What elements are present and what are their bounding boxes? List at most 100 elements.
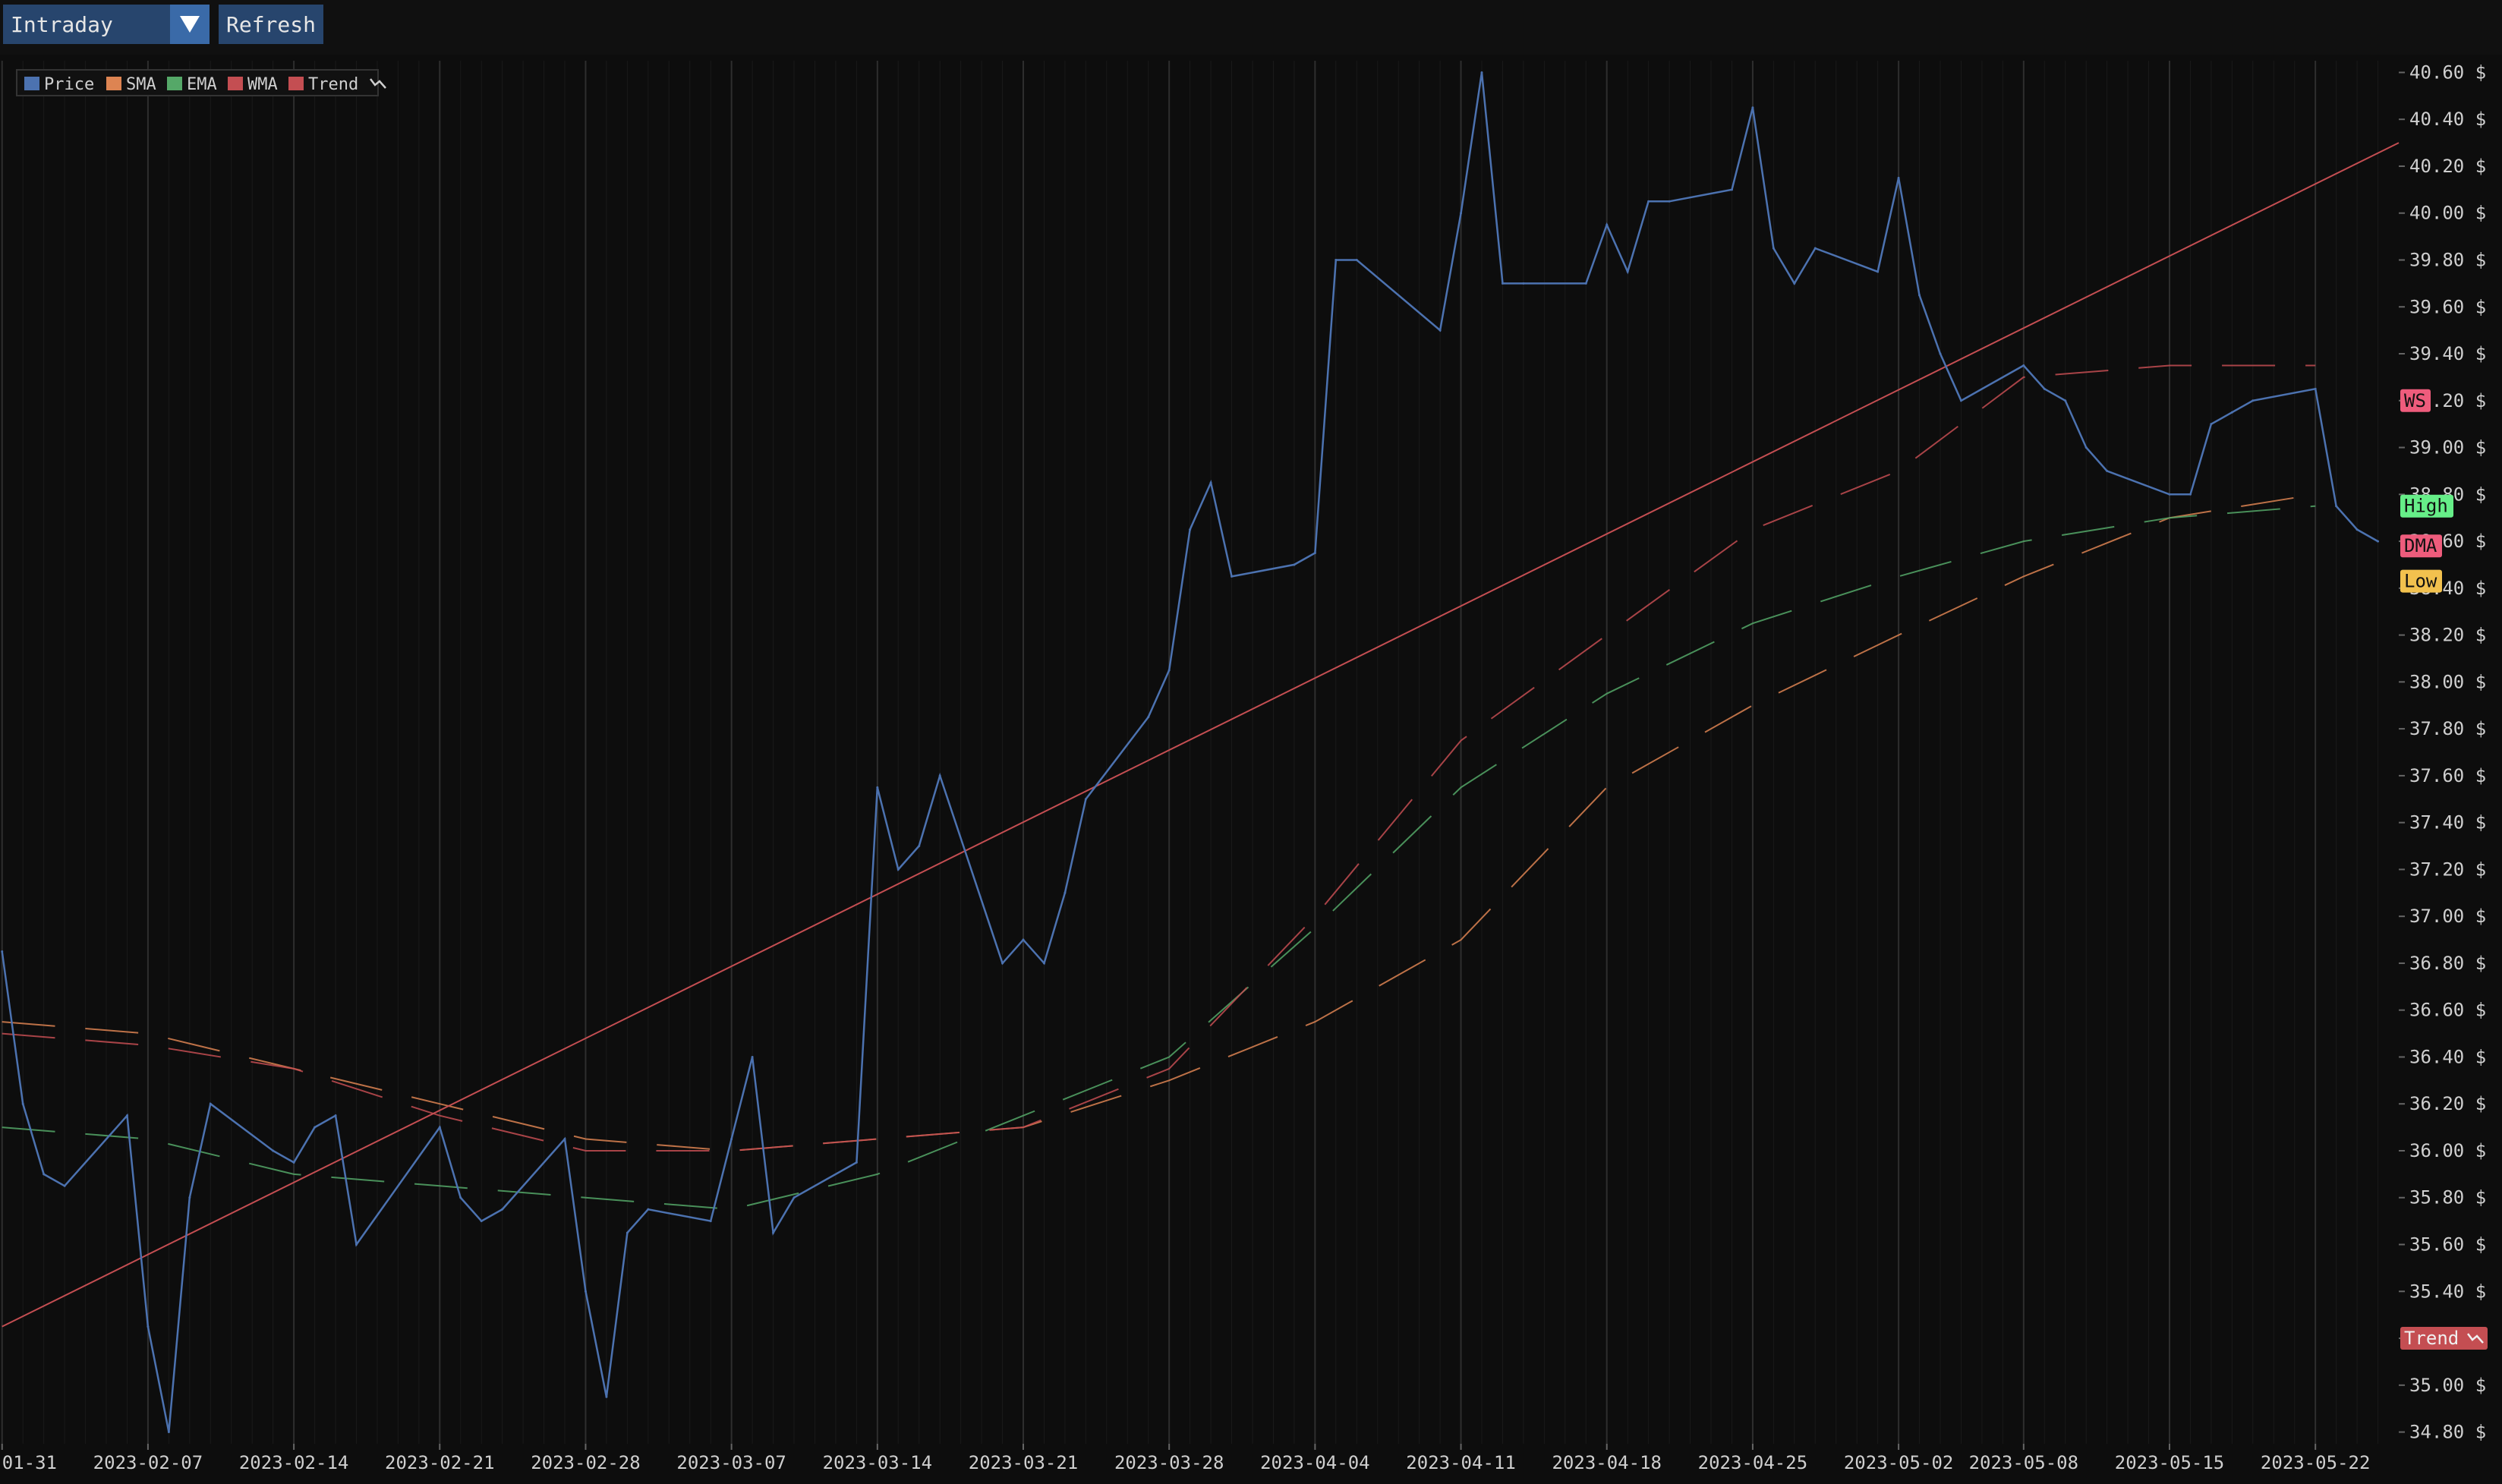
price-point xyxy=(2064,399,2067,402)
price-point xyxy=(1876,270,1880,273)
price-point xyxy=(563,1138,566,1141)
price-point xyxy=(709,1220,712,1223)
price-point xyxy=(2335,505,2338,508)
y-tick-label: 40.60 $ xyxy=(2409,61,2486,83)
price-point xyxy=(1355,258,1358,261)
tag-high-label: High xyxy=(2404,496,2448,517)
price-point xyxy=(1335,258,1338,261)
price-point xyxy=(1189,528,1192,531)
price-point xyxy=(584,1290,587,1293)
mode-dropdown[interactable]: Intraday xyxy=(3,5,210,44)
price-point xyxy=(501,1208,504,1211)
legend-box xyxy=(16,69,379,96)
y-tick-label: 35.40 $ xyxy=(2409,1281,2486,1302)
x-tick-label: 2023-03-14 xyxy=(823,1452,933,1473)
price-point xyxy=(292,1161,295,1164)
price-point xyxy=(334,1114,337,1117)
legend-swatch-wma xyxy=(228,77,243,90)
price-point xyxy=(751,1055,754,1058)
price-point xyxy=(314,1126,317,1129)
price-point xyxy=(1647,200,1650,203)
legend-label-wma[interactable]: WMA xyxy=(247,75,278,94)
price-point xyxy=(2210,423,2213,426)
x-tick-label: 2023-05-08 xyxy=(1969,1452,2079,1473)
dropdown-arrow-button[interactable] xyxy=(170,5,210,44)
trend-icon xyxy=(370,78,386,89)
y-tick-label: 40.00 $ xyxy=(2409,203,2486,224)
y-tick-label: 35.00 $ xyxy=(2409,1375,2486,1396)
chart-grid xyxy=(1,61,2379,1444)
x-tick-label: 2023-05-15 xyxy=(2115,1452,2225,1473)
price-point xyxy=(1793,282,1796,285)
legend-label-trend[interactable]: Trend xyxy=(308,75,358,94)
price-point xyxy=(1209,481,1212,484)
trend-icon xyxy=(2467,1333,2484,1344)
y-tick-label: 36.00 $ xyxy=(2409,1140,2486,1161)
price-point xyxy=(2188,493,2192,496)
x-tick-label: 2023-03-28 xyxy=(1114,1452,1224,1473)
price-point xyxy=(147,1325,150,1328)
y-tick-label: 40.20 $ xyxy=(2409,156,2486,177)
price-point xyxy=(1897,176,1900,179)
legend-swatch-ema xyxy=(167,77,182,90)
x-tick-label: 2023-03-21 xyxy=(969,1452,1079,1473)
tag-low-bg xyxy=(2400,569,2442,593)
price-point xyxy=(918,845,921,848)
price-point xyxy=(1460,212,1463,215)
price-point xyxy=(2043,387,2046,390)
chart-legend[interactable]: Price SMA EMA WMA Trend xyxy=(16,69,386,96)
price-point xyxy=(626,1231,629,1234)
x-tick-label: 2023-02-07 xyxy=(93,1452,203,1473)
x-tick-label: 2023-03-07 xyxy=(676,1452,786,1473)
price-point xyxy=(355,1243,358,1246)
x-tick-label: 2023-04-04 xyxy=(1260,1452,1370,1473)
x-tick-label: 2023-04-18 xyxy=(1552,1452,1662,1473)
price-point xyxy=(167,1431,170,1434)
legend-swatch-sma xyxy=(106,77,121,90)
y-tick-label: 36.80 $ xyxy=(2409,953,2486,974)
price-point xyxy=(1522,282,1525,285)
refresh-button[interactable]: Refresh xyxy=(219,5,323,44)
price-point xyxy=(2084,446,2088,449)
price-point xyxy=(2377,540,2380,543)
y-tick-label: 37.20 $ xyxy=(2409,859,2486,880)
price-point xyxy=(1084,798,1087,801)
price-point xyxy=(1606,223,1609,226)
price-point xyxy=(772,1231,775,1234)
price-chart[interactable]: 34.80 $35.00 $35.20 $35.40 $35.60 $35.80… xyxy=(0,55,2502,1484)
tag-trend-bg xyxy=(2400,1327,2488,1350)
price-point xyxy=(63,1184,66,1187)
y-tick-label: 35.60 $ xyxy=(2409,1234,2486,1256)
series-line-sma xyxy=(2,493,2316,1152)
legend-swatch-trend xyxy=(288,77,304,90)
price-point xyxy=(2168,493,2171,496)
price-point xyxy=(605,1395,608,1398)
price-point xyxy=(855,1161,858,1164)
y-tick-label: 37.00 $ xyxy=(2409,906,2486,927)
price-point xyxy=(1231,575,1234,578)
y-tick-label: 36.20 $ xyxy=(2409,1093,2486,1114)
price-point xyxy=(438,1126,441,1129)
price-point xyxy=(2230,411,2233,414)
legend-label-ema[interactable]: EMA xyxy=(187,75,217,94)
chart-series xyxy=(1,71,2400,1434)
price-point xyxy=(1042,962,1045,965)
price-point xyxy=(647,1208,650,1211)
price-point xyxy=(43,1173,46,1176)
price-point xyxy=(1626,270,1629,273)
price-point xyxy=(1313,552,1316,555)
x-tick-label: 2023-02-14 xyxy=(239,1452,349,1473)
tag-ws-label: WS xyxy=(2404,390,2426,411)
x-tick-label: 2023-02-28 xyxy=(531,1452,641,1473)
legend-label-sma[interactable]: SMA xyxy=(126,75,156,94)
series-line-wma xyxy=(2,364,2316,1152)
price-point xyxy=(1167,669,1171,672)
legend-label-price[interactable]: Price xyxy=(44,75,94,94)
price-point xyxy=(1022,938,1025,941)
price-point xyxy=(1438,329,1442,332)
mode-dropdown-label: Intraday xyxy=(11,11,113,37)
y-tick-label: 38.20 $ xyxy=(2409,625,2486,646)
price-point xyxy=(1939,352,1942,355)
price-point xyxy=(1147,716,1150,719)
y-tick-label: 36.60 $ xyxy=(2409,1000,2486,1021)
